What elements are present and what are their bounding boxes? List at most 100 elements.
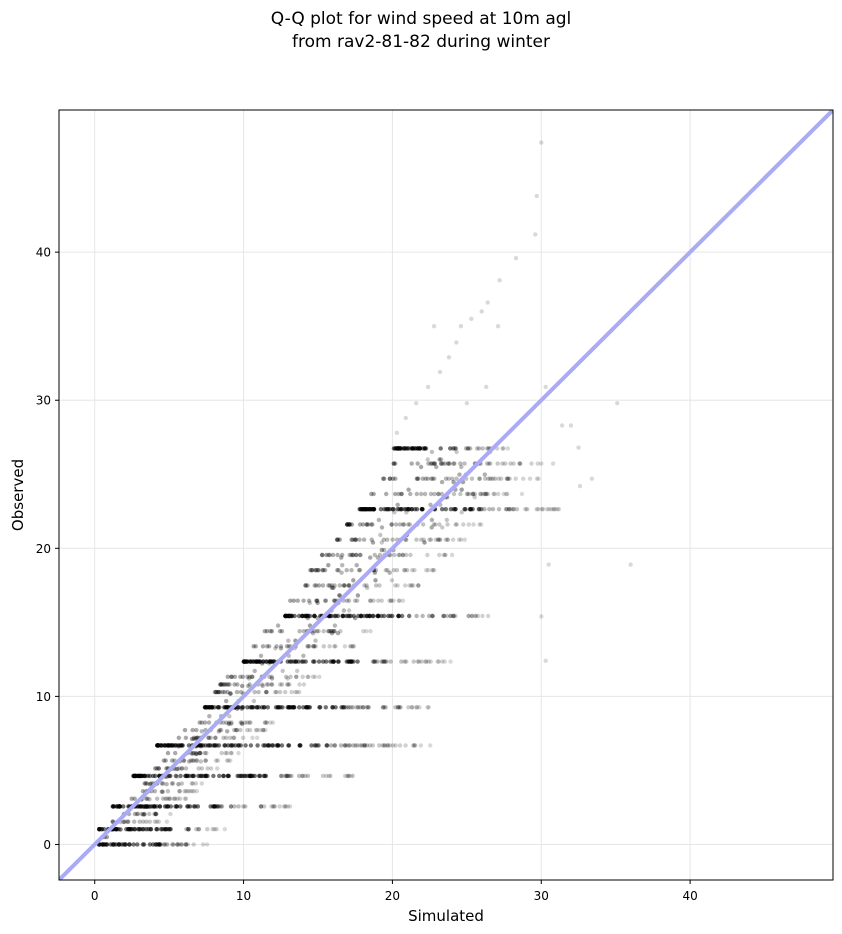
data-point: [255, 659, 260, 664]
data-point: [487, 507, 492, 512]
data-point: [143, 804, 148, 809]
data-point: [364, 743, 370, 748]
data-point: [355, 598, 360, 603]
data-point: [354, 552, 359, 558]
data-point: [312, 743, 318, 748]
data-point: [434, 464, 439, 470]
data-point: [170, 842, 175, 847]
data-point: [283, 674, 289, 679]
data-point: [328, 629, 334, 634]
data-point: [507, 476, 512, 481]
data-point: [319, 552, 325, 558]
data-point: [443, 552, 448, 558]
data-point: [147, 842, 153, 847]
data-point: [346, 773, 351, 779]
data-point: [232, 674, 238, 679]
data-point: [466, 522, 471, 527]
data-point: [368, 598, 373, 603]
data-point: [450, 476, 455, 481]
data-point: [238, 720, 243, 725]
data-point: [276, 705, 282, 710]
data-point: [321, 568, 326, 573]
data-point: [356, 568, 362, 573]
data-point: [396, 552, 401, 558]
data-point: [358, 552, 363, 558]
data-point: [224, 750, 230, 756]
data-point: [173, 773, 179, 779]
data-point: [443, 537, 448, 542]
data-point: [267, 644, 272, 649]
data-point: [167, 796, 172, 801]
data-point: [335, 537, 340, 542]
data-point: [513, 255, 519, 261]
data-point: [170, 781, 176, 786]
data-point: [430, 476, 435, 481]
data-point: [450, 537, 456, 542]
data-point: [495, 324, 501, 329]
data-point: [354, 552, 359, 558]
data-point: [163, 758, 168, 763]
data-point: [273, 646, 278, 651]
data-point: [338, 629, 343, 634]
data-point: [344, 743, 349, 748]
data-point: [430, 613, 435, 619]
data-point: [215, 766, 220, 771]
data-point: [432, 568, 437, 573]
data-point: [381, 659, 387, 664]
data-point: [153, 811, 159, 817]
data-point: [236, 804, 241, 809]
data-point: [362, 743, 367, 748]
data-point: [313, 644, 318, 649]
data-point: [216, 689, 221, 695]
data-point: [203, 758, 208, 763]
data-point: [162, 804, 168, 809]
data-point: [555, 507, 560, 512]
data-point: [439, 491, 445, 497]
data-point: [405, 568, 410, 573]
data-point: [461, 522, 466, 527]
x-tick-label: 0: [91, 889, 99, 903]
data-point: [484, 384, 489, 390]
data-point: [193, 750, 199, 756]
data-point: [285, 676, 290, 681]
data-point: [198, 750, 203, 756]
data-point: [308, 568, 313, 573]
data-point: [126, 819, 131, 824]
data-point: [323, 705, 328, 710]
y-axis-label: Observed: [9, 459, 27, 531]
data-point: [245, 674, 250, 679]
data-point: [442, 461, 448, 466]
data-point: [211, 804, 217, 809]
data-point: [232, 682, 237, 687]
data-point: [337, 593, 342, 598]
data-point: [176, 766, 182, 771]
data-point: [260, 727, 265, 733]
data-point: [366, 522, 371, 527]
data-point: [265, 705, 270, 710]
data-point: [402, 507, 407, 512]
data-point: [234, 727, 240, 733]
data-point: [401, 522, 407, 527]
data-point: [480, 491, 486, 497]
data-point: [385, 568, 390, 573]
data-point: [222, 743, 227, 748]
data-point: [154, 819, 159, 824]
data-point: [402, 568, 407, 573]
data-point: [391, 507, 396, 512]
data-point: [546, 562, 551, 567]
data-point: [544, 507, 550, 512]
data-point: [493, 476, 498, 481]
data-point: [147, 804, 152, 810]
data-point: [324, 773, 329, 779]
data-point: [478, 491, 483, 497]
data-point: [418, 464, 424, 470]
data-point: [322, 568, 328, 573]
data-point: [234, 689, 240, 695]
data-point: [381, 705, 386, 710]
data-point: [328, 629, 334, 634]
data-point: [197, 743, 203, 748]
data-point: [353, 743, 358, 748]
data-point: [428, 461, 434, 466]
data-point: [206, 735, 211, 740]
data-point: [199, 781, 204, 786]
